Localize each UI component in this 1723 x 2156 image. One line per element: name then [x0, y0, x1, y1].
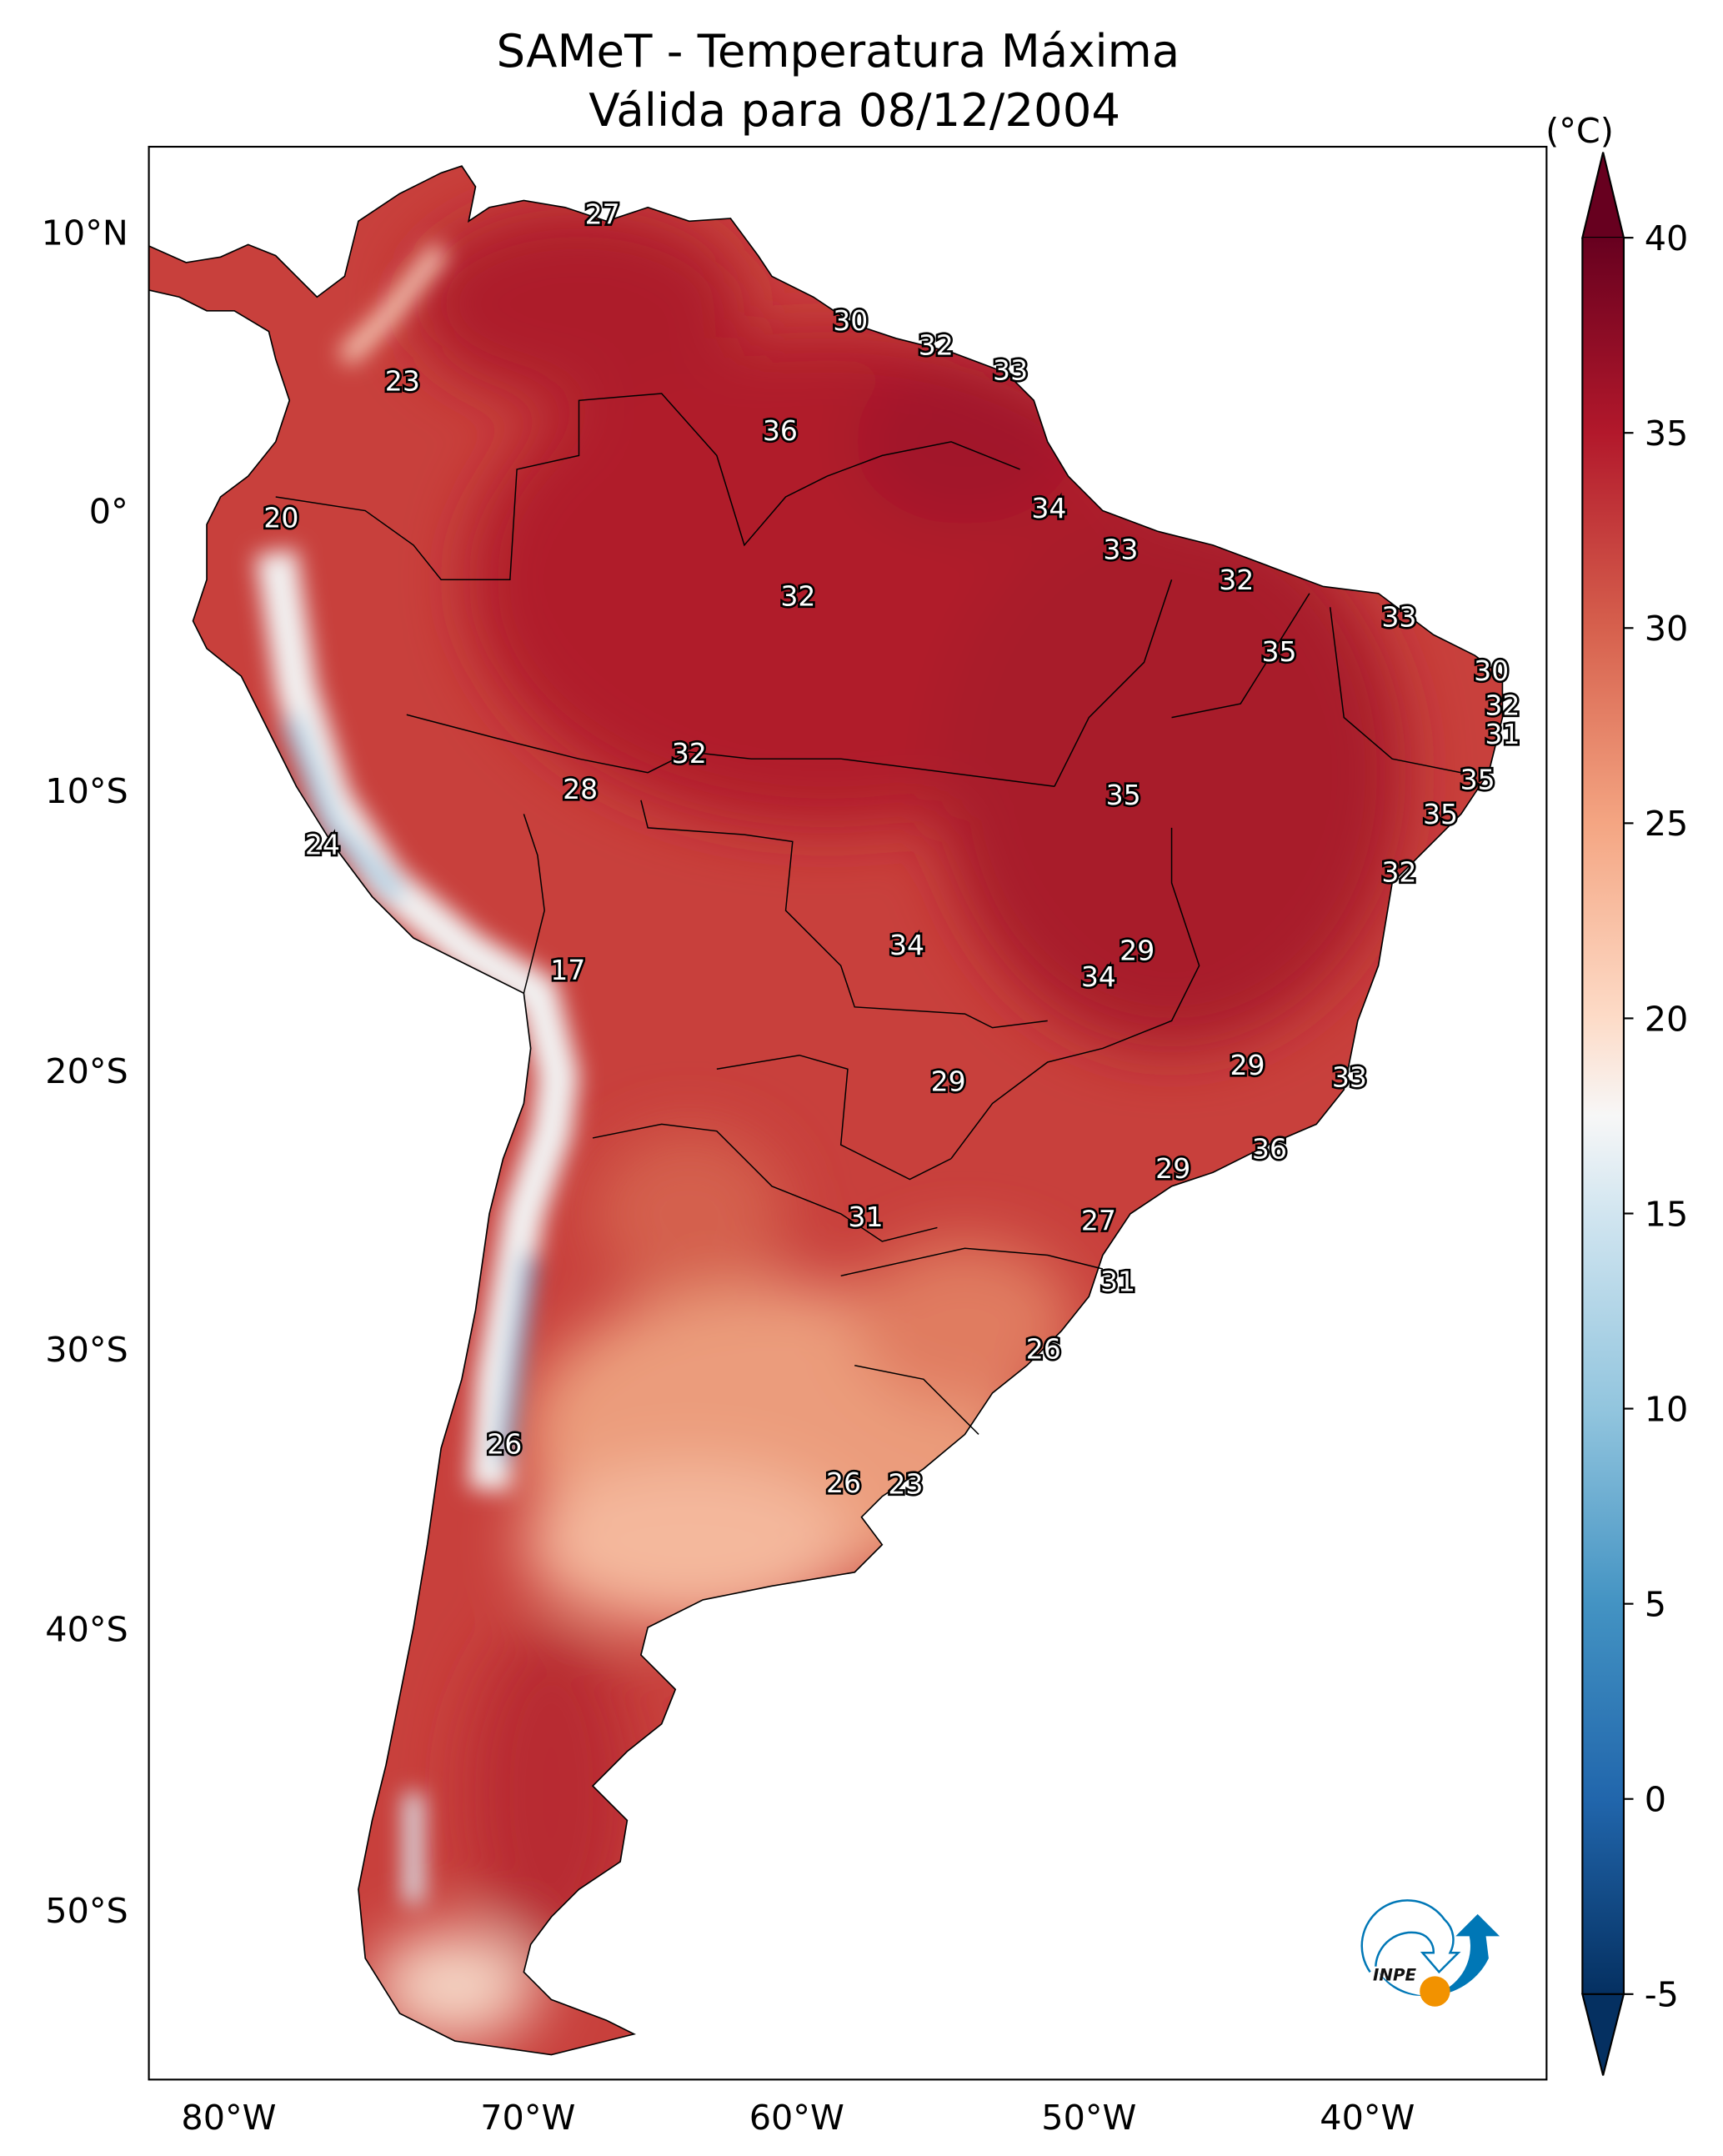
station-temperature-label: 35 — [1262, 635, 1297, 668]
station-temperature-label: 35 — [1106, 779, 1141, 811]
colorbar-tick-label: 20 — [1645, 999, 1689, 1039]
colorbar-tick-label: 15 — [1645, 1194, 1689, 1234]
lat-label: 20°S — [45, 1051, 128, 1091]
station-temperature-label: 34 — [889, 929, 924, 961]
station-temperature-label: 34 — [1081, 960, 1116, 993]
station-temperature-label: 31 — [1100, 1265, 1135, 1297]
station-temperature-label: 27 — [585, 198, 620, 231]
station-temperature-label: 32 — [1381, 855, 1416, 888]
station-temperature-label: 17 — [550, 954, 585, 986]
colorbar-gradient — [1582, 238, 1624, 1994]
station-temperature-label: 26 — [826, 1467, 861, 1499]
inpe-logo: INPE — [1360, 1899, 1500, 2007]
station-temperature-label: 31 — [848, 1201, 883, 1233]
station-temperature-label: 36 — [1252, 1133, 1287, 1166]
colorbar-max-extend — [1580, 152, 1625, 239]
colorbar-tick-label: 5 — [1645, 1585, 1666, 1625]
lat-label: 40°S — [45, 1609, 128, 1649]
title-line-2: Válida para 08/12/2004 — [589, 83, 1120, 137]
station-temperature-label: 32 — [672, 737, 707, 770]
colorbar-tick-label: 30 — [1645, 609, 1689, 649]
latitude-labels: 10°N 0° 10°S 20°S 30°S 40°S 50°S — [42, 213, 128, 1930]
station-temperature-label: 29 — [1230, 1049, 1265, 1081]
lat-label: 50°S — [45, 1891, 128, 1931]
station-temperature-label: 32 — [780, 580, 815, 613]
colorbar-tick-label: 0 — [1645, 1780, 1666, 1820]
colorbar-tick-label: -5 — [1645, 1975, 1679, 2015]
logo-text: INPE — [1373, 1965, 1417, 1984]
station-temperature-label: 33 — [993, 353, 1028, 386]
station-temperature-label: 28 — [563, 773, 598, 805]
lat-label: 10°S — [45, 771, 128, 811]
colorbar-tick-label: 10 — [1645, 1389, 1689, 1429]
station-temperature-label: 35 — [1460, 764, 1495, 796]
station-temperature-label: 29 — [931, 1065, 966, 1098]
station-temperature-label: 20 — [263, 501, 298, 534]
colorbar: (°C) 40 35 30 25 20 15 10 5 0 -5 — [1545, 111, 1689, 2076]
lat-label: 30°S — [45, 1330, 128, 1370]
colorbar-tick-label: 40 — [1645, 218, 1689, 258]
colorbar-tick-label: 35 — [1645, 414, 1689, 454]
station-temperature-label: 33 — [1332, 1061, 1367, 1094]
station-temperature-label: 27 — [1081, 1205, 1116, 1237]
station-temperature-label: 30 — [1474, 654, 1509, 687]
lat-label: 10°N — [42, 213, 128, 253]
station-temperature-label: 29 — [1119, 935, 1155, 967]
longitude-labels: 80°W 70°W 60°W 50°W 40°W — [181, 2098, 1415, 2138]
colorbar-min-extend — [1580, 1993, 1625, 2076]
station-temperature-label: 29 — [1155, 1152, 1190, 1185]
station-temperature-label: 23 — [888, 1468, 923, 1501]
colorbar-tick-label: 25 — [1645, 804, 1689, 844]
station-temperature-label: 24 — [305, 828, 340, 860]
station-temperature-label: 32 — [1485, 689, 1520, 721]
lon-label: 80°W — [181, 2098, 276, 2138]
station-temperature-label: 36 — [763, 414, 798, 447]
lon-label: 50°W — [1041, 2098, 1136, 2138]
station-temperature-label: 30 — [833, 304, 868, 337]
lon-label: 70°W — [480, 2098, 575, 2138]
lon-label: 40°W — [1320, 2098, 1415, 2138]
station-temperature-label: 32 — [919, 329, 954, 362]
station-temperature-label: 33 — [1381, 600, 1416, 633]
colorbar-unit: (°C) — [1545, 111, 1614, 151]
station-temperature-label: 34 — [1031, 492, 1066, 524]
map-frame — [148, 145, 1548, 2081]
country-borders — [275, 393, 1461, 1435]
station-temperature-label: 23 — [385, 365, 420, 398]
station-temperature-label: 26 — [1026, 1333, 1061, 1366]
station-temperature-label: 33 — [1103, 533, 1138, 565]
lon-label: 60°W — [749, 2098, 844, 2138]
station-temperature-label: 32 — [1219, 564, 1254, 596]
station-temperature-label: 26 — [487, 1428, 522, 1461]
title-line-1: SAMeT - Temperatura Máxima — [497, 24, 1180, 78]
station-temperature-label: 31 — [1485, 718, 1520, 750]
station-temperature-label: 35 — [1423, 798, 1458, 830]
lat-label: 0° — [89, 491, 128, 531]
